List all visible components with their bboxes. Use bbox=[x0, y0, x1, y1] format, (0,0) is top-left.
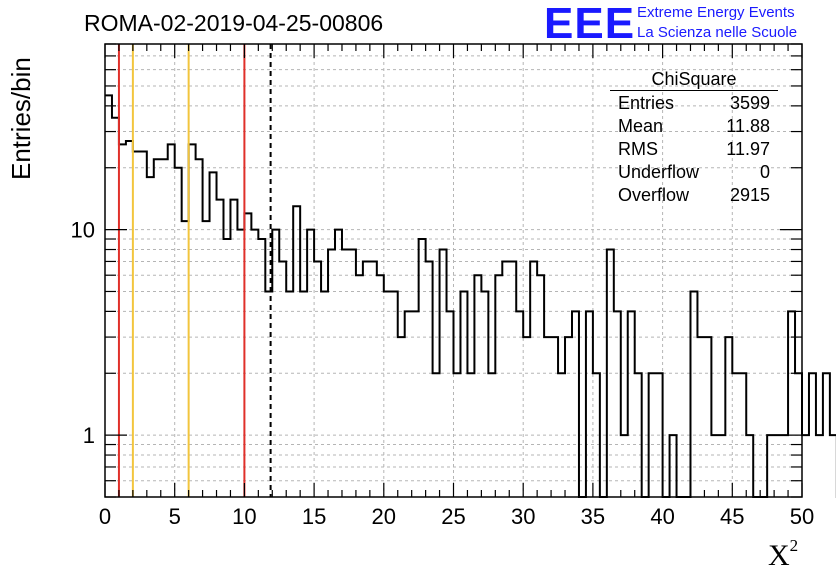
stats-value: 11.88 bbox=[726, 116, 770, 136]
stats-row-underflow: Underflow 0 bbox=[610, 160, 778, 183]
chart-title: ROMA-02-2019-04-25-00806 bbox=[84, 10, 384, 36]
x-axis-label-text: X bbox=[768, 539, 790, 572]
stats-value: 11.97 bbox=[726, 139, 770, 159]
y-tick-label: 10 bbox=[71, 218, 95, 243]
stats-title: ChiSquare bbox=[610, 68, 778, 91]
x-tick-label: 25 bbox=[441, 504, 465, 529]
stats-value: 2915 bbox=[729, 185, 770, 205]
y-tick-label: 1 bbox=[83, 423, 95, 448]
x-tick-label: 5 bbox=[169, 504, 181, 529]
stats-label: Entries bbox=[618, 93, 675, 113]
x-tick-label: 50 bbox=[790, 504, 814, 529]
logo-line-1: Extreme Energy Events bbox=[637, 4, 795, 21]
stats-value: 3599 bbox=[729, 93, 770, 113]
stats-row-rms: RMS 11.97 bbox=[610, 137, 778, 160]
x-tick-label: 10 bbox=[232, 504, 256, 529]
x-tick-label: 35 bbox=[581, 504, 605, 529]
stats-label: RMS bbox=[618, 139, 658, 159]
x-tick-label: 20 bbox=[372, 504, 396, 529]
y-axis-label: Entries/bin bbox=[6, 57, 36, 180]
logo-line-2: La Scienza nelle Scuole bbox=[637, 24, 798, 41]
x-tick-label: 45 bbox=[720, 504, 744, 529]
x-tick-label: 0 bbox=[99, 504, 111, 529]
stats-row-entries: Entries 3599 bbox=[610, 91, 778, 114]
stats-row-mean: Mean 11.88 bbox=[610, 114, 778, 137]
stats-value: 0 bbox=[759, 162, 770, 182]
histogram-series bbox=[105, 94, 836, 498]
stats-box: ChiSquare Entries 3599 Mean 11.88 RMS 11… bbox=[610, 68, 778, 206]
x-tick-label: 40 bbox=[650, 504, 674, 529]
x-axis-label-superscript: 2 bbox=[789, 536, 799, 555]
x-tick-label: 30 bbox=[511, 504, 535, 529]
stats-label: Overflow bbox=[618, 185, 690, 205]
stats-label: Mean bbox=[618, 116, 664, 136]
x-axis-label: X2 bbox=[768, 536, 798, 573]
stats-label: Underflow bbox=[618, 162, 700, 182]
x-tick-label: 15 bbox=[302, 504, 326, 529]
stats-row-overflow: Overflow 2915 bbox=[610, 183, 778, 206]
eee-logo: EEE bbox=[544, 0, 636, 48]
